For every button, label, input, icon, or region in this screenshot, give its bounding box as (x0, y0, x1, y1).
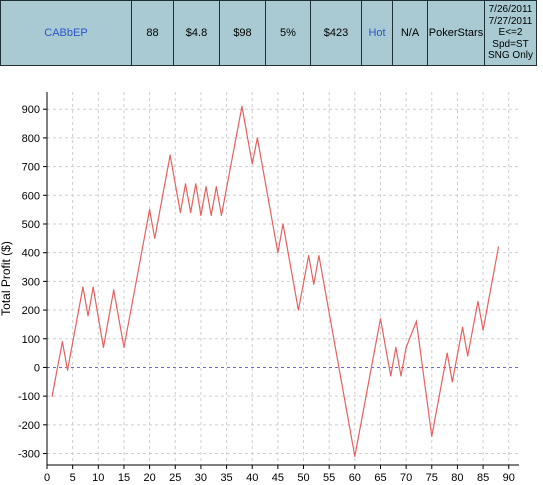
y-tick-label: 500 (22, 219, 40, 231)
data-point (66, 369, 69, 371)
data-point (461, 326, 464, 328)
data-point (87, 315, 89, 317)
data-point (195, 183, 197, 185)
x-tick-label: 65 (374, 472, 386, 484)
y-tick-label: 400 (22, 248, 40, 260)
data-point (205, 186, 207, 188)
x-tick-label: 55 (323, 472, 335, 484)
rank-cell: N/A (392, 0, 428, 66)
player-name-link[interactable]: CABbEP (0, 0, 132, 66)
x-tick-label: 70 (400, 472, 412, 484)
stats-row: CABbEP 88 $4.8 $98 5% $423 Hot N/A Poker… (0, 0, 537, 66)
data-point (277, 252, 279, 254)
x-tick-label: 75 (426, 472, 438, 484)
site-cell: PokerStars (427, 0, 485, 66)
data-point (297, 309, 299, 311)
data-point (179, 211, 181, 214)
x-tick-label: 45 (272, 472, 284, 484)
data-point (497, 246, 500, 248)
data-point (308, 254, 310, 257)
profit-chart: 0 5 10 15 20 25 30 35 40 45 50 55 60 65 70 75 80 85 90 -30… (0, 69, 543, 485)
y-tick-label: 0 (34, 362, 40, 374)
y-ticks: -300 -200 -100 0 100 200 300 400 500 600 700 800 900 (18, 104, 47, 461)
filter-cell: 7/26/2011 7/27/2011 E<=2 Spd=ST SNG Only (484, 0, 537, 66)
separator-strip (0, 66, 543, 69)
data-point (467, 355, 469, 357)
y-tick-label: 100 (22, 334, 40, 346)
chart-grid (47, 92, 519, 465)
data-point (282, 223, 284, 225)
y-tick-label: -300 (18, 449, 40, 461)
data-point (210, 214, 212, 216)
data-point (395, 346, 397, 348)
data-point (256, 137, 258, 139)
data-point (390, 375, 392, 377)
x-ticks: 0 5 10 15 20 25 30 35 40 45 50 55 60 65 70 75 80 85 90 (44, 465, 515, 484)
data-point (220, 214, 223, 216)
data-point (451, 381, 453, 383)
profit-chart-svg: 0 5 10 15 20 25 30 35 40 45 50 55 60 65 70 75 80 85 90 -30… (0, 92, 519, 484)
games-cell: 88 (131, 0, 174, 66)
data-point (415, 320, 417, 323)
total-profit-cell: $423 (310, 0, 362, 66)
data-point (51, 395, 53, 397)
data-point (92, 286, 94, 288)
y-tick-label: 600 (22, 190, 40, 202)
x-tick-label: 85 (477, 472, 489, 484)
x-tick-label: 0 (44, 472, 50, 484)
data-point (379, 318, 382, 320)
x-tick-label: 40 (246, 472, 258, 484)
x-tick-label: 35 (220, 472, 232, 484)
data-point (200, 214, 202, 216)
x-tick-label: 15 (118, 472, 130, 484)
data-point (169, 154, 171, 156)
x-tick-label: 5 (70, 472, 76, 484)
avg-stake-cell: $4.8 (173, 0, 220, 66)
data-point (123, 346, 125, 348)
data-point (400, 375, 402, 377)
x-tick-label: 80 (451, 472, 463, 484)
data-point (405, 346, 407, 348)
y-axis-label: Total Profit ($) (0, 241, 13, 316)
y-tick-label: -200 (18, 420, 40, 432)
data-point (102, 346, 105, 348)
data-point (446, 352, 448, 354)
y-tick-label: 900 (22, 104, 40, 116)
y-tick-label: -100 (18, 391, 40, 403)
y-tick-label: 800 (22, 133, 40, 145)
x-tick-label: 10 (92, 472, 104, 484)
data-point (431, 435, 433, 437)
data-point (154, 237, 156, 239)
x-tick-label: 25 (169, 472, 181, 484)
data-point (82, 286, 84, 288)
x-tick-label: 20 (143, 472, 155, 484)
data-point (184, 183, 187, 185)
data-point (61, 341, 63, 343)
y-tick-label: 300 (22, 276, 40, 288)
x-tick-label: 60 (349, 472, 361, 484)
data-point (313, 283, 315, 285)
x-tick-label: 90 (503, 472, 515, 484)
data-point (149, 209, 151, 211)
x-tick-label: 30 (195, 472, 207, 484)
data-point (477, 300, 479, 303)
data-point (190, 211, 192, 214)
data-point (354, 455, 356, 457)
data-point (482, 329, 484, 331)
data-point (318, 254, 320, 257)
stats-table: CABbEP 88 $4.8 $98 5% $423 Hot N/A Poker… (0, 0, 537, 66)
status-hot-link[interactable]: Hot (361, 0, 393, 66)
data-point (251, 163, 253, 165)
data-point (215, 186, 217, 188)
avg-profit-cell: $98 (219, 0, 266, 66)
y-tick-label: 200 (22, 305, 40, 317)
y-tick-label: 700 (22, 162, 40, 174)
data-point (113, 289, 115, 291)
data-point (241, 105, 243, 107)
profit-series-points (51, 105, 500, 457)
x-tick-label: 50 (297, 472, 309, 484)
roi-cell: 5% (265, 0, 311, 66)
